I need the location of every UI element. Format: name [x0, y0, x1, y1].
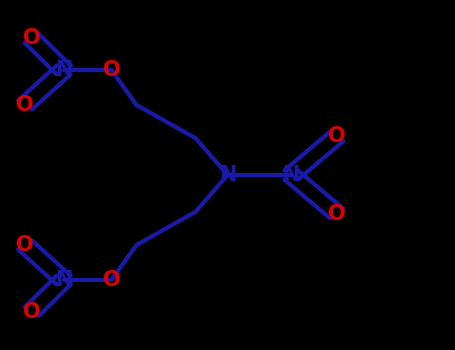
Text: O: O: [23, 28, 40, 49]
Text: O: O: [328, 126, 345, 147]
Text: O: O: [16, 235, 34, 255]
Text: O: O: [16, 95, 34, 115]
Text: O: O: [23, 301, 40, 322]
Text: N: N: [55, 60, 72, 80]
Text: O: O: [328, 203, 345, 224]
Text: N: N: [219, 165, 236, 185]
Text: N: N: [283, 165, 300, 185]
Text: O: O: [103, 60, 120, 80]
Text: N: N: [55, 270, 72, 290]
Text: O: O: [103, 270, 120, 290]
